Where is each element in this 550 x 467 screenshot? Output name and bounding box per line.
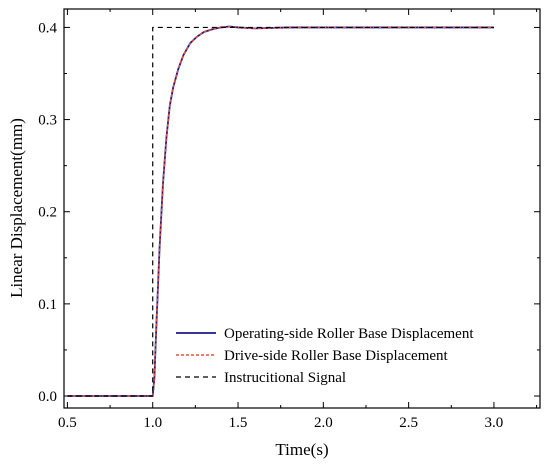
x-tick-label: 1.5 (229, 415, 248, 431)
y-tick-label: 0.0 (38, 389, 57, 405)
y-tick-label: 0.1 (38, 297, 57, 313)
legend: Operating-side Roller Base Displacement D… (176, 326, 474, 386)
x-tick-label: 1.0 (143, 415, 162, 431)
x-axis-ticks: 0.5 1.0 1.5 2.0 2.5 3.0 (58, 9, 538, 431)
y-tick-label: 0.3 (38, 113, 57, 129)
x-axis-label: Time(s) (275, 440, 328, 459)
series-layer (67, 25, 494, 397)
series-line-3 (67, 26, 494, 397)
series-line-2 (67, 25, 494, 397)
legend-label-1: Operating-side Roller Base Displacement (224, 326, 474, 342)
plot-frame (63, 8, 541, 409)
y-tick-label: 0.2 (38, 205, 57, 221)
x-tick-label: 2.0 (314, 415, 333, 431)
x-tick-label: 0.5 (58, 415, 77, 431)
legend-label-2: Drive-side Roller Base Displacement (224, 348, 449, 364)
y-tick-label: 0.4 (38, 20, 57, 36)
legend-label-3: Instrucitional Signal (224, 370, 346, 386)
x-tick-label: 3.0 (485, 415, 504, 431)
x-tick-label: 2.5 (399, 415, 418, 431)
y-axis-label: Linear Displacement(mm) (7, 118, 26, 298)
y-axis-ticks: 0.0 0.1 0.2 0.3 0.4 (38, 20, 540, 405)
